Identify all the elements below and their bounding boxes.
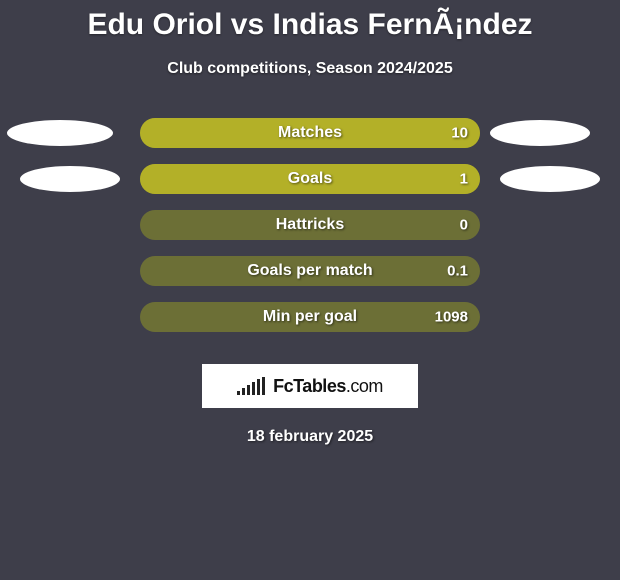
stat-label: Min per goal — [263, 308, 357, 326]
logo-box: FcTables.com — [202, 364, 418, 408]
left-ellipse-icon — [7, 120, 113, 146]
footer-date: 18 february 2025 — [247, 428, 373, 446]
stat-bar: 1 Goals — [140, 164, 480, 194]
logo-text-suffix: .com — [346, 376, 383, 396]
stat-right-value: 0 — [460, 217, 468, 234]
left-ellipse-icon — [20, 166, 120, 192]
stat-row: 0.1 Goals per match — [0, 256, 620, 286]
stats-area: 10 Matches 1 Goals 0 Hattricks 0.1 Goals per ma… — [0, 118, 620, 348]
stat-right-value: 1 — [460, 171, 468, 188]
stat-label: Goals per match — [247, 262, 372, 280]
stat-label: Matches — [278, 124, 342, 142]
stat-row: 1098 Min per goal — [0, 302, 620, 332]
stat-bar: 10 Matches — [140, 118, 480, 148]
logo-text: FcTables.com — [273, 376, 383, 397]
stat-bar: 1098 Min per goal — [140, 302, 480, 332]
right-ellipse-icon — [500, 166, 600, 192]
stat-label: Goals — [288, 170, 332, 188]
page-title: Edu Oriol vs Indias FernÃ¡ndez — [87, 8, 532, 42]
stat-label: Hattricks — [276, 216, 344, 234]
stat-right-value: 0.1 — [447, 263, 468, 280]
stat-row: 0 Hattricks — [0, 210, 620, 240]
stat-bar: 0 Hattricks — [140, 210, 480, 240]
page-subtitle: Club competitions, Season 2024/2025 — [167, 60, 452, 78]
logo-text-main: FcTables — [273, 376, 346, 396]
stat-right-value: 1098 — [435, 309, 468, 326]
stat-right-value: 10 — [451, 125, 468, 142]
main-container: Edu Oriol vs Indias FernÃ¡ndez Club comp… — [0, 0, 620, 580]
right-ellipse-icon — [490, 120, 590, 146]
logo-bars-icon — [237, 377, 265, 395]
stat-bar: 0.1 Goals per match — [140, 256, 480, 286]
